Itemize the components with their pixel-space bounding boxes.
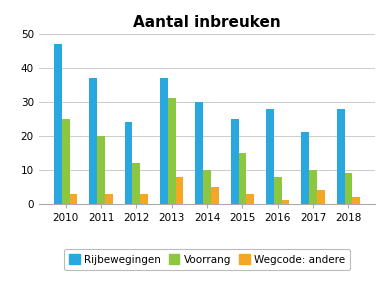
Bar	[54, 44, 62, 204]
Bar	[132, 163, 140, 204]
Bar	[266, 109, 274, 204]
Bar	[125, 122, 132, 204]
Bar	[89, 78, 97, 204]
Bar	[140, 194, 148, 204]
Bar	[231, 119, 238, 204]
Bar	[160, 78, 168, 204]
Bar	[246, 194, 254, 204]
Legend: Rijbewegingen, Voorrang, Wegcode: andere: Rijbewegingen, Voorrang, Wegcode: andere	[64, 249, 350, 270]
Title: Aantal inbreuken: Aantal inbreuken	[133, 15, 281, 30]
Bar	[62, 119, 70, 204]
Bar	[344, 173, 352, 204]
Bar	[168, 98, 176, 204]
Bar	[238, 153, 246, 204]
Bar	[97, 136, 105, 204]
Bar	[301, 132, 309, 204]
Bar	[203, 170, 211, 204]
Bar	[176, 177, 183, 204]
Bar	[309, 170, 317, 204]
Bar	[274, 177, 282, 204]
Bar	[337, 109, 344, 204]
Bar	[317, 190, 325, 204]
Bar	[195, 102, 203, 204]
Bar	[352, 197, 360, 204]
Bar	[105, 194, 113, 204]
Bar	[70, 194, 77, 204]
Bar	[282, 200, 289, 204]
Bar	[211, 187, 219, 204]
